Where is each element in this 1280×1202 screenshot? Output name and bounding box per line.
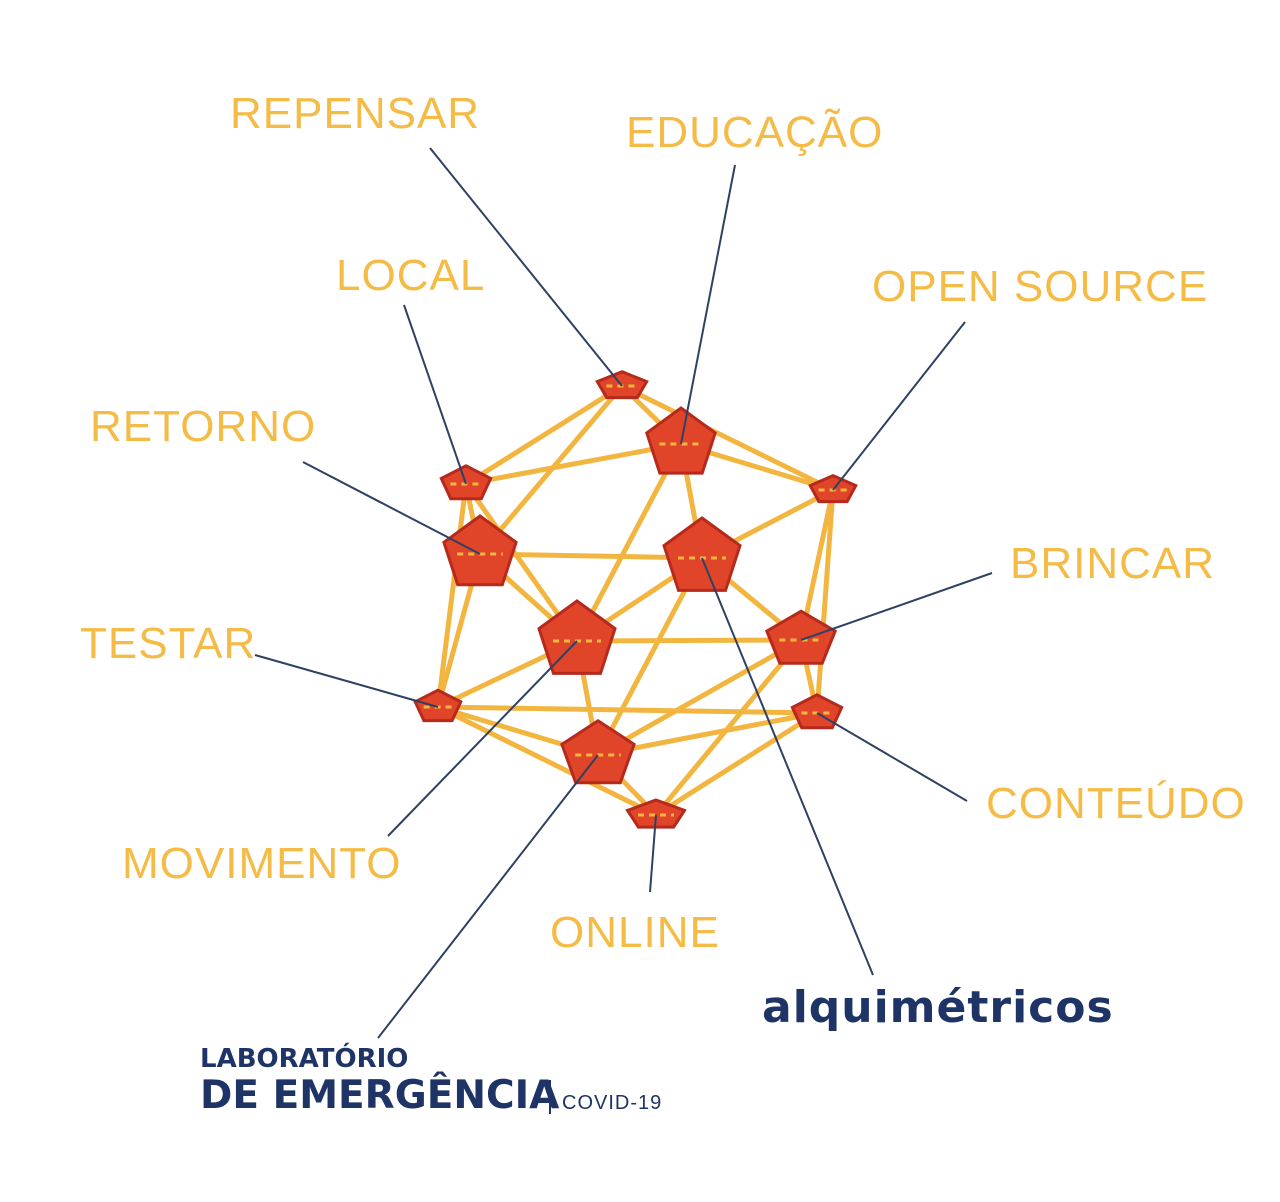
leader-line — [429, 147, 623, 387]
strut-line — [619, 383, 836, 493]
lab-logo-line2: DE EMERGÊNCIA — [200, 1073, 560, 1118]
connector-node — [413, 688, 463, 723]
strut-line — [463, 441, 684, 487]
label-testar: TESTAR — [80, 619, 257, 668]
connector-node — [560, 719, 636, 785]
strut-lines — [435, 383, 836, 818]
strut-line — [435, 704, 820, 716]
lab-logo-tag: COVID-19 — [562, 1092, 663, 1114]
leader-line — [387, 640, 578, 837]
label-repensar: REPENSAR — [230, 89, 481, 138]
strut-line — [435, 704, 659, 818]
strut-line — [595, 710, 820, 758]
leader-line — [680, 164, 736, 445]
leader-line — [302, 461, 481, 555]
leader-line — [403, 304, 467, 485]
connector-face — [413, 688, 463, 723]
label-open-source: OPEN SOURCE — [872, 262, 1209, 311]
label-educacao: EDUCAÇÃO — [626, 108, 884, 157]
lab-logo-divider — [549, 1080, 551, 1114]
label-conteudo: CONTEÚDO — [986, 779, 1246, 828]
strut-line — [595, 637, 804, 758]
strut-line — [653, 637, 804, 818]
alquimetricos-logo: alquimétricos — [762, 982, 1114, 1033]
label-movimento: MOVIMENTO — [122, 839, 402, 888]
strut-line — [574, 441, 684, 644]
label-online: ONLINE — [550, 908, 720, 957]
connector-face — [764, 609, 838, 665]
connector-face — [560, 719, 636, 785]
leader-line — [800, 572, 993, 641]
connector-face — [662, 516, 742, 592]
lab-logo-line1: LABORATÓRIO — [200, 1044, 409, 1074]
label-local: LOCAL — [336, 251, 486, 300]
leader-line — [254, 654, 439, 708]
strut-line — [463, 383, 625, 487]
leader-line — [701, 557, 874, 976]
strut-line — [477, 551, 705, 561]
leader-line — [649, 814, 657, 893]
strut-line — [574, 637, 804, 644]
leader-line — [377, 754, 599, 1039]
leader-line — [832, 321, 966, 491]
leader-lines — [254, 147, 993, 1039]
connector-face — [537, 599, 617, 675]
strut-line — [435, 481, 469, 710]
connector-node — [662, 516, 742, 592]
strut-line — [653, 710, 820, 818]
label-retorno: RETORNO — [90, 402, 317, 451]
connector-node — [764, 609, 838, 665]
strut-line — [814, 487, 836, 716]
connector-node — [537, 599, 617, 675]
leader-line — [816, 712, 968, 802]
label-brincar: BRINCAR — [1010, 539, 1216, 588]
